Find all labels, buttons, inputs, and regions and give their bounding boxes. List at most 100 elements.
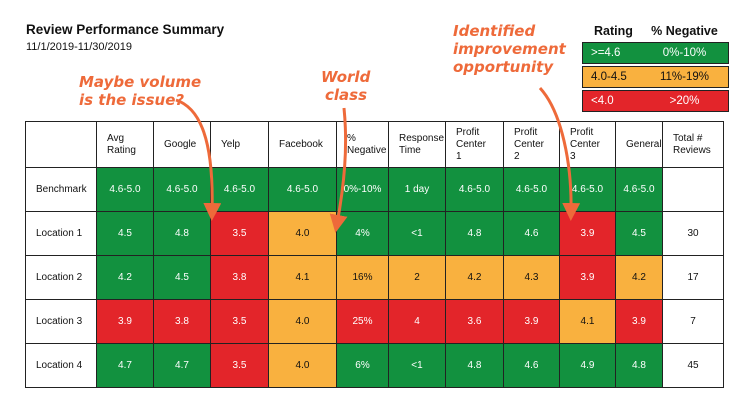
legend-rating-label: Rating — [594, 24, 633, 38]
row-label: Location 3 — [25, 299, 97, 344]
legend-rating-value: >=4.6 — [591, 47, 621, 59]
legend-negative-value: 11%-19% — [659, 71, 709, 83]
column-header-line: Yelp — [221, 138, 241, 150]
row-label: Location 2 — [25, 255, 97, 300]
legend-header: Rating % Negative — [582, 22, 729, 40]
column-header-line: Total # — [673, 132, 703, 144]
table-cell: 4.2 — [445, 255, 504, 300]
legend-row-red: <4.0 >20% — [582, 90, 729, 112]
review-table: Avg Rating Google Yelp Facebook% Negative Resp… — [25, 121, 724, 388]
annotation-volume: Maybe volume is the issue? — [79, 73, 201, 109]
column-header: Response Time — [388, 121, 446, 168]
table-row: Location 4 4.7 4.7 3.5 4.0 6% <1 4.8 4.6 4.9 4.8 45 — [25, 343, 724, 388]
legend: Rating % Negative >=4.6 0%-10% 4.0-4.5 1… — [582, 22, 729, 112]
column-header-line: 1 — [456, 150, 462, 162]
legend-row-orange: 4.0-4.5 11%-19% — [582, 66, 729, 88]
column-header: Profit Center 2 — [503, 121, 560, 168]
column-header-line: % — [347, 132, 356, 144]
table-cell: 4.6-5.0 — [445, 167, 504, 212]
table-cell: 3.9 — [559, 255, 616, 300]
table-cell: 25% — [336, 299, 389, 344]
table-cell: <1 — [388, 343, 446, 388]
column-header: Avg Rating — [96, 121, 154, 168]
table-cell: 4.8 — [445, 343, 504, 388]
table-row: Location 3 3.9 3.8 3.5 4.0 25% 4 3.6 3.9 4.1 3.9 7 — [25, 299, 724, 344]
table-cell: 4.6 — [503, 343, 560, 388]
column-header-line: Negative — [347, 144, 387, 156]
table-cell: 45 — [662, 343, 724, 388]
column-header: Google — [153, 121, 211, 168]
annotation-improvement: Identified improvement opportunity — [453, 22, 566, 76]
legend-rating-value: <4.0 — [591, 95, 614, 107]
column-header-line: Avg — [107, 132, 125, 144]
column-header: % Negative — [336, 121, 389, 168]
legend-row-green: >=4.6 0%-10% — [582, 42, 729, 64]
column-header: Total # Reviews — [662, 121, 724, 168]
table-cell: 3.5 — [210, 299, 269, 344]
table-cell: 3.8 — [210, 255, 269, 300]
annotation-line: Maybe volume — [79, 73, 202, 91]
column-header-line: Google — [164, 138, 197, 150]
column-header-line: Center — [570, 138, 601, 150]
table-cell: 4.0 — [268, 299, 337, 344]
table-cell: 16% — [336, 255, 389, 300]
table-cell: 4.6-5.0 — [268, 167, 337, 212]
legend-negative-value: 0%-10% — [662, 47, 707, 59]
table-cell: 4.5 — [96, 211, 154, 256]
table-cell: 3.5 — [210, 343, 269, 388]
column-header-line: Profit — [570, 126, 594, 138]
table-cell: 4.1 — [268, 255, 337, 300]
table-cell: 4.8 — [615, 343, 663, 388]
column-header: General — [615, 121, 663, 168]
table-cell: 3.9 — [503, 299, 560, 344]
table-row: Location 1 4.5 4.8 3.5 4.0 4% <1 4.8 4.6 3.9 4.5 30 — [25, 211, 724, 256]
table-row: Location 2 4.2 4.5 3.8 4.1 16% 2 4.2 4.3 3.9 4.2 17 — [25, 255, 724, 300]
table-cell: 3.9 — [559, 211, 616, 256]
page-title: Review Performance Summary — [26, 22, 225, 37]
column-header: Facebook — [268, 121, 337, 168]
column-header-line: General — [626, 138, 662, 150]
table-cell: 4.3 — [503, 255, 560, 300]
table-cell: 3.9 — [615, 299, 663, 344]
table-cell: 4.6-5.0 — [153, 167, 211, 212]
table-cell: 17 — [662, 255, 724, 300]
column-header-line: Facebook — [279, 138, 323, 150]
row-label: Benchmark — [25, 167, 97, 212]
table-cell: 30 — [662, 211, 724, 256]
column-header-line: Rating — [107, 144, 136, 156]
column-header-line: 3 — [570, 150, 576, 162]
column-header-line: Profit — [514, 126, 538, 138]
table-cell: 4.2 — [96, 255, 154, 300]
column-header: Yelp — [210, 121, 269, 168]
legend-negative-value: >20% — [669, 95, 700, 107]
table-cell: 4.6-5.0 — [559, 167, 616, 212]
table-cell: 3.6 — [445, 299, 504, 344]
legend-negative-label: % Negative — [651, 24, 718, 38]
table-cell: 4.9 — [559, 343, 616, 388]
table-cell — [662, 167, 724, 212]
table-cell: 3.9 — [96, 299, 154, 344]
table-cell: 4.8 — [445, 211, 504, 256]
table-corner-cell — [25, 121, 97, 168]
table-cell: 4.6-5.0 — [503, 167, 560, 212]
column-header-line: Reviews — [673, 144, 711, 156]
column-header-line: Center — [514, 138, 545, 150]
row-label: Location 1 — [25, 211, 97, 256]
column-header-line: Center — [456, 138, 487, 150]
table-cell: 4.6 — [503, 211, 560, 256]
table-cell: 4 — [388, 299, 446, 344]
annotation-line: improvement — [453, 40, 566, 58]
table-cell: 4.8 — [153, 211, 211, 256]
annotation-line: is the issue? — [79, 91, 185, 109]
table-cell: 4.5 — [153, 255, 211, 300]
table-cell: 4.0 — [268, 343, 337, 388]
column-header-line: Profit — [456, 126, 480, 138]
annotation-line: World — [321, 68, 371, 86]
table-cell: 3.8 — [153, 299, 211, 344]
column-header-line: 2 — [514, 150, 520, 162]
table-cell: 4% — [336, 211, 389, 256]
table-row: Benchmark 4.6-5.0 4.6-5.0 4.6-5.0 4.6-5.0 0%-… — [25, 167, 724, 212]
column-header: Profit Center 1 — [445, 121, 504, 168]
annotation-line: opportunity — [453, 58, 554, 76]
table-cell: 4.6-5.0 — [210, 167, 269, 212]
